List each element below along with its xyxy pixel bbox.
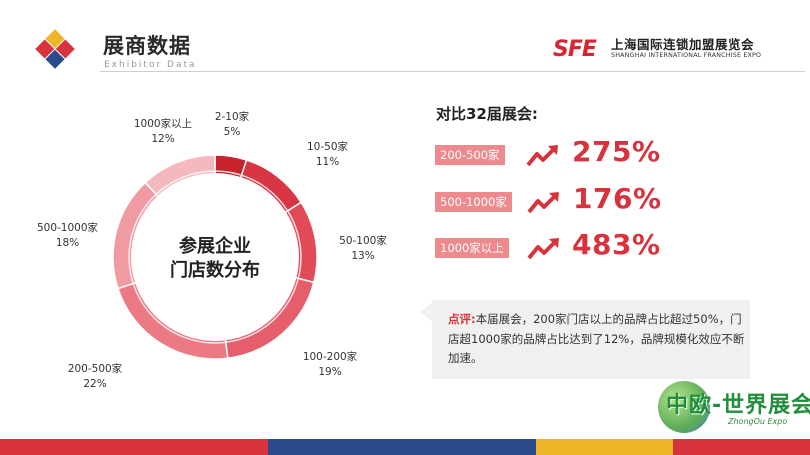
comparison-title: 对比32届展会: bbox=[436, 105, 538, 123]
page-title: 展商数据 bbox=[103, 34, 191, 58]
comparison-value: 176% bbox=[573, 182, 662, 215]
comparison-tag: 500-1000家 bbox=[435, 192, 512, 212]
footer-bar-red-2 bbox=[673, 439, 810, 455]
slice-category: 50-100家 bbox=[339, 235, 387, 247]
page-subtitle: Exhibitor Data bbox=[104, 60, 197, 70]
slice-category: 200-500家 bbox=[67, 363, 123, 375]
slice-value: 5% bbox=[223, 126, 241, 138]
slice-category: 1000家以上 bbox=[133, 118, 193, 130]
slice-label-100-200: 100-200家 19% bbox=[295, 350, 365, 380]
comparison-tag: 200-500家 bbox=[435, 145, 505, 165]
slice-label-500-1000: 500-1000家 18% bbox=[30, 221, 105, 251]
donut-title-line-1: 参展企业 bbox=[179, 236, 251, 257]
slice-label-10-50: 10-50家 11% bbox=[300, 140, 355, 170]
trend-up-arrow-icon bbox=[526, 145, 558, 167]
comparison-value: 483% bbox=[572, 228, 661, 261]
slice-value: 22% bbox=[83, 378, 107, 390]
slice-label-2-10: 2-10家 5% bbox=[212, 110, 252, 140]
trend-up-arrow-icon bbox=[527, 238, 559, 260]
donut-inner-background bbox=[131, 173, 299, 341]
comparison-tag: 1000家以上 bbox=[435, 238, 509, 258]
brand-name-cn: 上海国际连锁加盟展览会 bbox=[611, 37, 755, 52]
slice-label-200-500: 200-500家 22% bbox=[55, 362, 135, 392]
slice-value: 12% bbox=[151, 133, 175, 145]
watermark-logo: 中欧-世界展会 ZhongOu Expo bbox=[658, 377, 810, 437]
comment-box: 点评:本届展会，200家门店以上的品牌占比超过50%，门店超1000家的品牌占比… bbox=[432, 300, 750, 379]
slice-value: 11% bbox=[315, 156, 340, 168]
trend-up-arrow-icon bbox=[527, 192, 559, 214]
footer-bar-red bbox=[0, 439, 268, 455]
slice-category: 100-200家 bbox=[302, 351, 358, 363]
watermark-text: 中欧-世界展会 bbox=[666, 393, 810, 418]
donut-center-title: 参展企业 门店数分布 bbox=[150, 235, 280, 283]
header-divider bbox=[100, 71, 805, 72]
comment-text: 点评:本届展会，200家门店以上的品牌占比超过50%，门店超1000家的品牌占比… bbox=[448, 310, 746, 369]
footer-bar-blue bbox=[268, 439, 536, 455]
brand-mark: SFE bbox=[553, 37, 597, 62]
donut-mid-ring bbox=[128, 170, 302, 344]
comparison-value: 275% bbox=[572, 135, 661, 168]
globe-icon bbox=[658, 381, 710, 433]
slice-value: 18% bbox=[55, 237, 80, 249]
comment-body: 本届展会，200家门店以上的品牌占比超过50%，门店超1000家的品牌占比达到了… bbox=[448, 312, 745, 365]
slice-value: 13% bbox=[351, 250, 375, 262]
brand-name-en: SHANGHAI INTERNATIONAL FRANCHISE EXPO bbox=[611, 52, 762, 59]
slice-category: 10-50家 bbox=[306, 141, 348, 153]
watermark-subtext: ZhongOu Expo bbox=[728, 417, 788, 426]
slice-value: 19% bbox=[318, 366, 342, 378]
comment-head: 点评: bbox=[448, 312, 476, 326]
donut-title-line-2: 门店数分布 bbox=[170, 260, 260, 281]
slice-category: 500-1000家 bbox=[36, 222, 99, 234]
note-pointer bbox=[420, 303, 432, 321]
diamond-logo-icon bbox=[35, 29, 75, 69]
slice-label-1000-plus: 1000家以上 12% bbox=[128, 117, 198, 147]
slice-category: 2-10家 bbox=[214, 111, 250, 123]
footer-bar-yellow bbox=[536, 439, 673, 455]
slice-label-50-100: 50-100家 13% bbox=[333, 234, 393, 264]
